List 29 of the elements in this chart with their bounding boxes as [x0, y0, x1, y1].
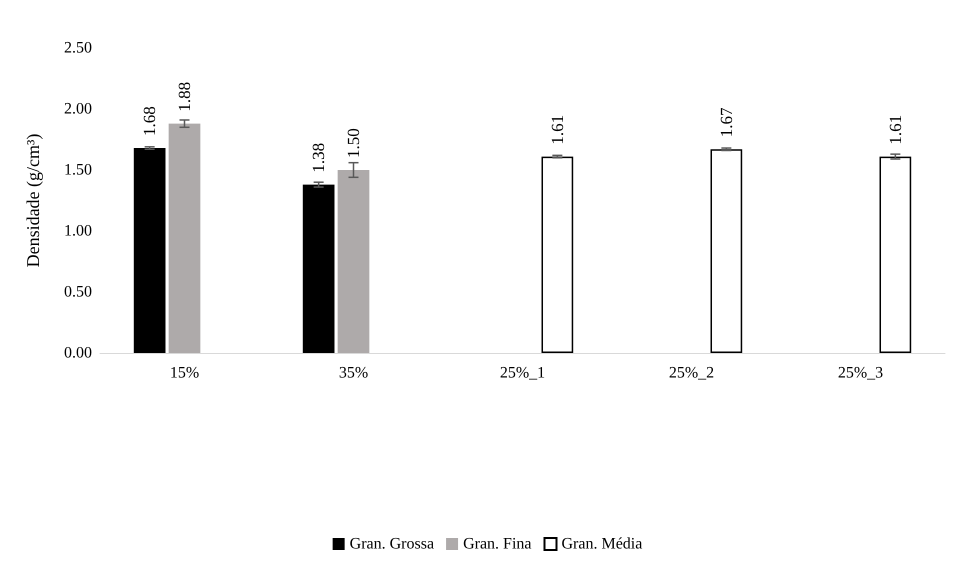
data-label: 1.88 — [175, 82, 194, 112]
x-tick-label: 35% — [338, 364, 368, 382]
bar — [880, 156, 912, 353]
x-tick-label: 25%_2 — [668, 364, 714, 382]
bar — [710, 149, 742, 353]
y-tick-label: 2.00 — [64, 100, 92, 118]
y-tick-label: 0.50 — [64, 284, 92, 300]
data-label: 1.38 — [309, 142, 328, 173]
bar — [338, 170, 370, 353]
data-label: 1.61 — [548, 114, 567, 145]
data-label: 1.61 — [886, 114, 905, 145]
bar — [302, 184, 334, 353]
data-label: 1.67 — [716, 107, 736, 138]
bar — [542, 156, 574, 353]
data-label: 1.68 — [140, 106, 160, 136]
legend-label: Gran. Grossa — [350, 536, 434, 552]
x-tick-label: 25%_3 — [838, 364, 884, 382]
y-tick-label: 0.00 — [64, 344, 92, 362]
y-tick-label: 2.50 — [64, 40, 92, 56]
y-tick-label: 1.00 — [64, 222, 92, 240]
bar — [168, 124, 200, 353]
bar — [134, 148, 166, 353]
y-axis-title: Densidade (g/cm³) — [23, 134, 43, 268]
data-label: 1.50 — [344, 128, 363, 158]
x-tick-label: 15% — [170, 364, 200, 382]
y-tick-label: 1.50 — [64, 162, 92, 178]
legend-label: Gran. Fina — [463, 536, 532, 552]
x-tick-label: 25%_1 — [500, 364, 546, 382]
legend-label: Gran. Média — [561, 536, 642, 552]
